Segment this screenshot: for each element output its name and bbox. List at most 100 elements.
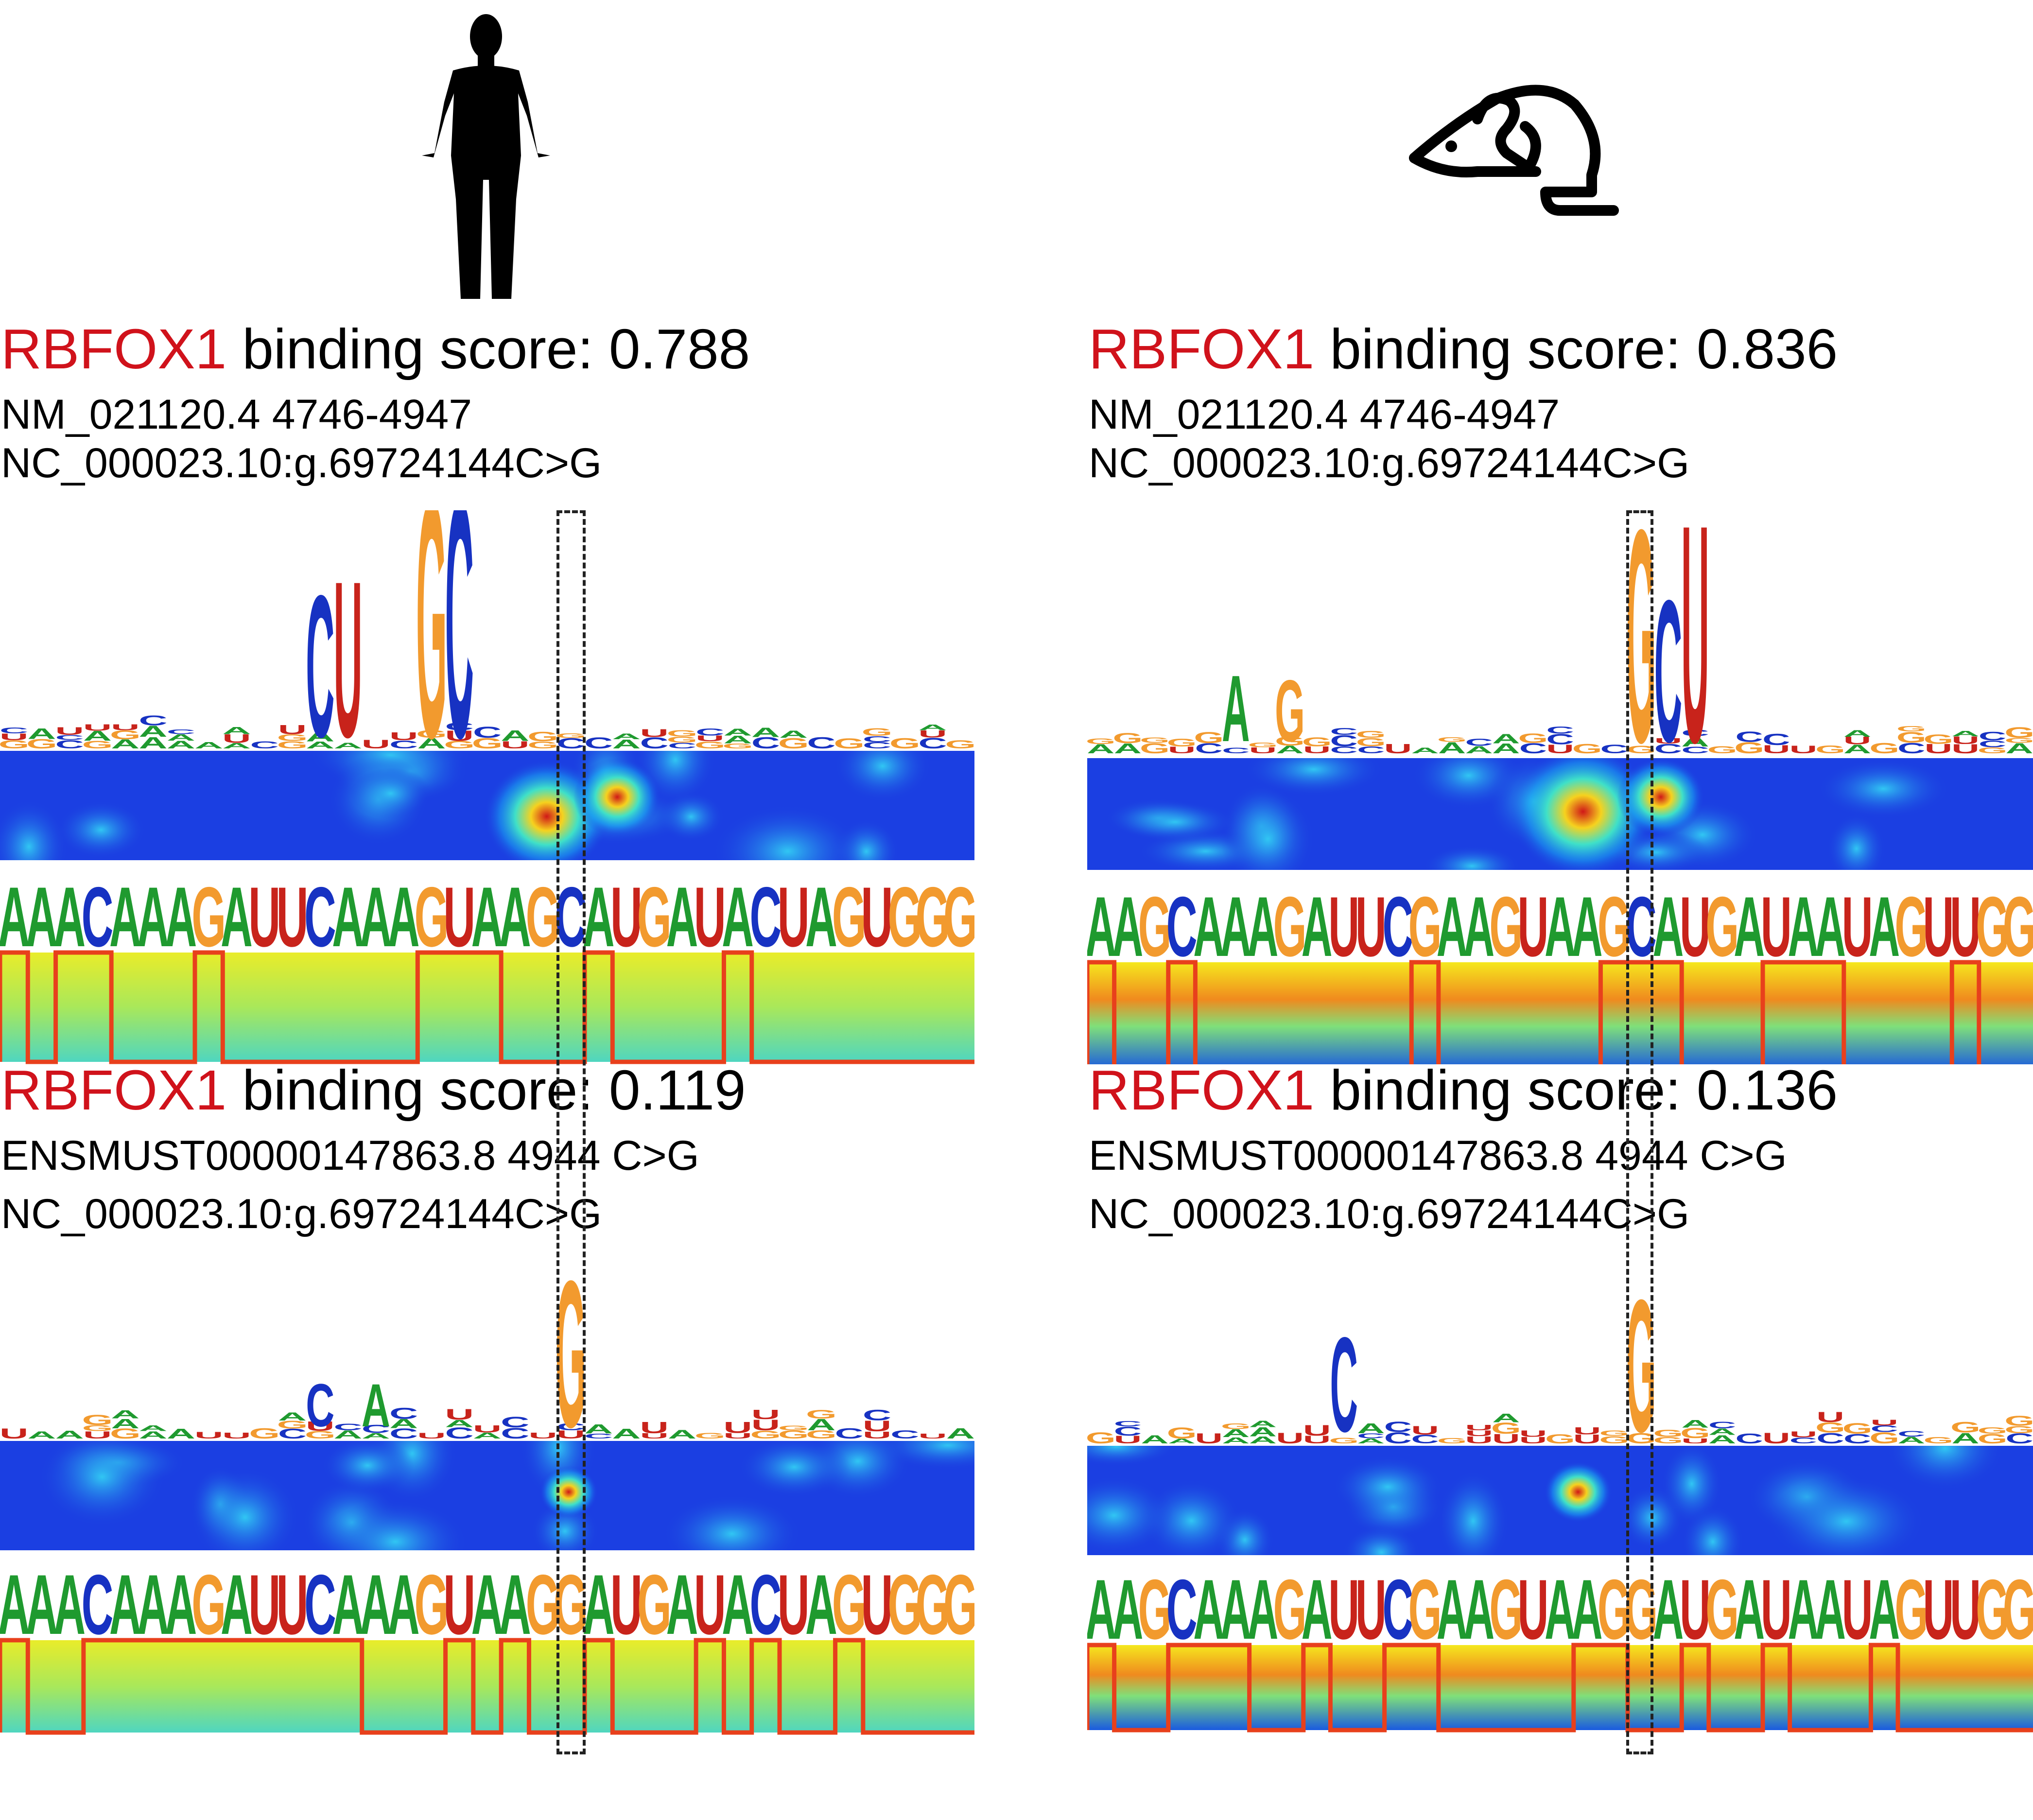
logo-letter: U [222, 1431, 251, 1440]
logo-letter: U [919, 1432, 947, 1440]
logo-letter: C [668, 741, 696, 750]
logo-letter: G [277, 732, 308, 743]
sequence-letter: U [248, 869, 280, 965]
logo-letter: U [83, 723, 112, 732]
logo-letter: G [1842, 1420, 1873, 1437]
sequence-letter: U [861, 869, 893, 965]
logo-letter: C [1681, 728, 1709, 738]
sequence-letter: G [1408, 1562, 1442, 1657]
logo-letter: A [1222, 1427, 1250, 1439]
logo-letter: U [306, 1419, 334, 1434]
sequence-letter: A [1302, 879, 1333, 974]
sequence-letter: U [1328, 879, 1359, 974]
logo-letter: G [110, 1426, 141, 1442]
logo-letter: C [863, 1406, 891, 1423]
logo-letter: G [778, 1428, 809, 1441]
logo-letter: A [389, 1416, 418, 1431]
logo-letter: A [167, 1426, 195, 1441]
sequence-letter: A [165, 869, 197, 965]
logo-letter: A [946, 1425, 974, 1442]
logo-letter: A [306, 740, 334, 750]
sequence-logo: GUCCAAGUAAGAAAUUUGACACCCUGUUUUGAUUGUUGGG… [1086, 1261, 2033, 1472]
panel-1-title: RBFOX1 binding score: 0.788 [1, 321, 750, 377]
sequence-letter: A [1545, 1562, 1576, 1657]
sequence-letter: A [1652, 1562, 1684, 1657]
logo-letter: G [1978, 746, 2008, 755]
sequence-letter: A [805, 869, 837, 965]
logo-letter: G [1113, 730, 1143, 746]
sequence-letter: A [26, 1557, 58, 1652]
human-icon-container [408, 10, 564, 301]
logo-letter: G [1275, 734, 1305, 748]
logo-letter: G [1707, 744, 1738, 755]
structure-step-line [0, 950, 974, 1064]
protein-name: RBFOX1 [1089, 1058, 1315, 1122]
logo-letter: C [250, 739, 279, 751]
structure-heatmap [1087, 1645, 2033, 1730]
logo-letter: U [919, 728, 947, 740]
logo-letter: G [249, 1425, 280, 1442]
logo-letter: A [807, 1416, 835, 1434]
logo-letter: C [1330, 1310, 1358, 1460]
logo-letter: U [55, 725, 84, 737]
sequence-letter: G [637, 869, 672, 965]
sequence-letter: C [304, 1557, 336, 1652]
logo-letter: A [83, 728, 112, 744]
sequence-letter: G [637, 1557, 672, 1652]
logo-letter: C [1681, 745, 1709, 756]
logo-letter: A [445, 1418, 474, 1429]
logo-letter: C [1330, 745, 1358, 756]
logo-letter: U [1573, 1425, 1601, 1437]
logo-letter: U [1276, 1429, 1303, 1446]
logo-letter: U [1790, 1430, 1817, 1439]
logo-letter: G [1437, 1437, 1467, 1445]
logo-letter: A [1357, 1437, 1385, 1445]
sequence-letter: U [1517, 879, 1548, 974]
logo-letter: A [724, 733, 752, 745]
protein-name: RBFOX1 [1, 317, 227, 381]
logo-letter: C [501, 1425, 529, 1442]
sequence-letter: A [583, 1557, 615, 1652]
logo-letter: G [2004, 724, 2033, 741]
logo-letter: C [1384, 1419, 1412, 1435]
logo-letter: U [640, 1432, 669, 1440]
logo-letter: C [1519, 740, 1547, 756]
logo-letter: U [445, 1406, 474, 1423]
logo-letter: G [1869, 1429, 1899, 1447]
sequence-logo: UAAUGGGAAAAAUUGCGAGUACACCACUCAUAUCCUUCCA… [0, 1237, 975, 1471]
logo-letter: U [1195, 1430, 1223, 1446]
logo-letter: C [1114, 1420, 1142, 1428]
sequence-letter: A [360, 869, 392, 965]
logo-letter: A [1681, 1418, 1709, 1430]
sequence-letter: G [1705, 879, 1739, 974]
logo-letter: C [1816, 1430, 1844, 1447]
logo-letter: U [695, 734, 724, 743]
sequence-letter: G [916, 869, 950, 965]
human-silhouette-icon [422, 14, 550, 299]
logo-letter: A [1843, 743, 1871, 756]
logo-letter: C [445, 720, 474, 732]
sequence-letter: A [388, 1557, 420, 1652]
sequence-letter: A [1193, 1562, 1224, 1657]
logo-letter: U [724, 1432, 752, 1440]
sequence-letter: G [1705, 1562, 1739, 1657]
logo-letter: U [1762, 743, 1790, 756]
sequence-letter: C [1166, 1562, 1198, 1657]
logo-letter: U [751, 1407, 780, 1422]
logo-letter: C [362, 1422, 390, 1436]
logo-letter: G [1950, 1419, 1981, 1436]
logo-letter: U [473, 1423, 502, 1435]
logo-letter: C [863, 740, 891, 750]
logo-letter: A [55, 1428, 84, 1440]
sequence-letter: G [1138, 1562, 1172, 1657]
logo-letter: C [0, 726, 28, 735]
logo-letter: C [835, 1425, 864, 1442]
sequence-letter: A [1112, 879, 1143, 974]
logo-letter: A [306, 728, 334, 745]
sequence-letter: G [1976, 1562, 2009, 1657]
sequence-letter: A [0, 1557, 30, 1652]
sequence-letter: U [248, 1557, 280, 1652]
logo-letter: G [0, 738, 29, 751]
